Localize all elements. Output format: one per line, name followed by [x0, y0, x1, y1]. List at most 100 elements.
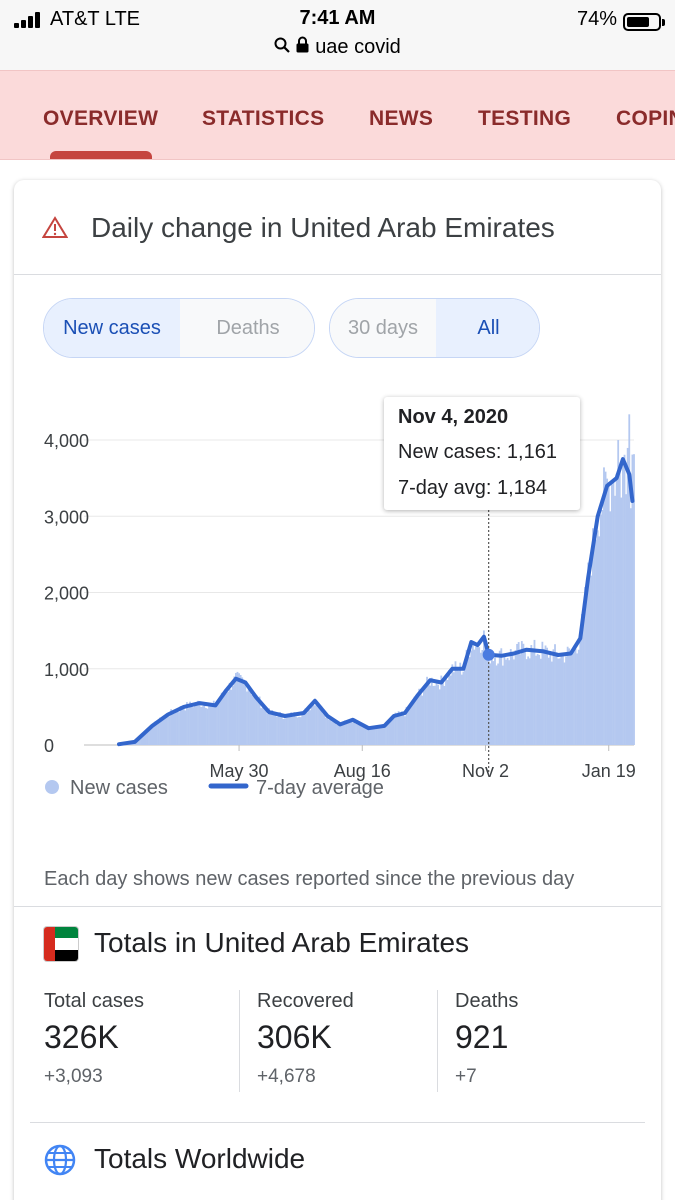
tab-overview[interactable]: OVERVIEW — [43, 107, 159, 130]
daily-case-bar — [530, 645, 533, 745]
daily-case-bar — [509, 648, 512, 745]
daily-case-bar — [233, 676, 236, 745]
deaths-toggle[interactable]: Deaths — [180, 299, 314, 357]
daily-case-bar — [614, 495, 616, 745]
daily-case-bar — [571, 650, 574, 745]
daily-case-bar — [383, 726, 386, 745]
daily-case-bar — [168, 716, 171, 745]
daily-case-bar — [411, 699, 414, 745]
daily-case-bar — [159, 717, 161, 745]
stat-separator — [239, 990, 240, 1092]
daily-case-bar — [601, 509, 604, 745]
warning-icon — [41, 216, 69, 243]
daily-case-bar — [364, 726, 367, 745]
daily-case-bar — [293, 712, 296, 745]
section-divider — [30, 1122, 645, 1123]
daily-case-bar — [386, 720, 389, 745]
address-bar[interactable]: uae covid — [0, 36, 675, 59]
daily-case-bar — [479, 652, 482, 745]
tab-testing[interactable]: TESTING — [478, 107, 572, 130]
x-tick-label: Nov 2 — [462, 761, 509, 781]
daily-case-bar — [283, 718, 286, 745]
new-cases-toggle[interactable]: New cases — [44, 299, 180, 357]
daily-case-bar — [490, 657, 493, 745]
daily-case-bar — [362, 725, 365, 745]
daily-case-bar — [408, 704, 411, 745]
daily-case-bar — [451, 664, 454, 745]
daily-case-bar — [377, 726, 379, 745]
daily-case-bar — [249, 690, 252, 745]
daily-case-bar — [445, 678, 447, 745]
daily-case-bar — [405, 706, 408, 745]
daily-case-bar — [389, 719, 392, 745]
daily-case-bar — [182, 708, 185, 745]
daily-case-bar — [618, 469, 621, 745]
daily-case-bar — [494, 657, 496, 745]
daily-case-bar — [200, 706, 203, 745]
daily-case-bar — [186, 702, 188, 745]
battery-icon — [623, 13, 665, 31]
daily-case-bar — [198, 701, 201, 745]
daily-case-bar — [544, 645, 547, 745]
daily-case-bar — [588, 569, 591, 745]
tab-statistics[interactable]: STATISTICS — [202, 107, 325, 130]
daily-case-bar — [392, 714, 395, 745]
daily-case-bar — [631, 454, 634, 745]
daily-case-bar — [574, 648, 577, 745]
daily-case-bar — [604, 471, 607, 745]
daily-case-bar — [250, 694, 253, 745]
daily-case-bar — [359, 725, 362, 745]
card-header: Daily change in United Arab Emirates — [14, 180, 661, 275]
daily-case-bar — [216, 703, 218, 745]
daily-case-bar — [399, 713, 402, 745]
daily-case-bar — [282, 718, 285, 745]
daily-case-bar — [592, 528, 594, 745]
daily-case-bar — [193, 703, 196, 745]
daily-case-bar — [456, 666, 458, 745]
daily-case-bar — [404, 716, 406, 745]
status-bar: AT&T LTE 7:41 AM 74% uae covid — [0, 0, 675, 70]
daily-case-bar — [197, 700, 199, 745]
daily-case-bar — [358, 724, 361, 745]
daily-case-bar — [487, 656, 490, 745]
daily-case-bar — [178, 712, 180, 745]
daily-case-bar — [446, 679, 449, 745]
daily-case-bar — [162, 718, 165, 745]
daily-case-bar — [258, 696, 261, 745]
daily-case-bar — [351, 722, 354, 745]
daily-case-bar — [503, 654, 506, 745]
daily-case-bar — [318, 708, 321, 745]
daily-case-bar — [222, 695, 225, 745]
daily-case-bar — [391, 716, 394, 745]
daily-case-bar — [201, 706, 204, 745]
daily-case-bar — [554, 644, 556, 745]
tab-news[interactable]: NEWS — [369, 107, 434, 130]
daily-case-bar — [595, 539, 597, 745]
daily-case-bar — [157, 721, 160, 745]
daily-case-bar — [154, 721, 157, 745]
tooltip-date: Nov 4, 2020 — [398, 406, 509, 428]
daily-case-bar — [400, 711, 403, 745]
daily-case-bar — [160, 721, 163, 745]
hover-point — [482, 648, 495, 661]
daily-case-bar — [380, 724, 383, 745]
daily-case-bar — [312, 702, 315, 745]
all-toggle[interactable]: All — [436, 299, 539, 357]
daily-case-bar — [361, 727, 364, 745]
tab-coping[interactable]: COPIN — [616, 107, 675, 130]
daily-case-bar — [328, 719, 331, 745]
daily-case-bar — [339, 724, 342, 745]
daily-case-bar — [471, 643, 474, 745]
daily-case-bar — [152, 722, 155, 745]
daily-case-bar — [410, 705, 413, 745]
daily-cases-chart[interactable]: 0 1,000 2,000 3,000 4,000 May 30 Aug 16 Nov 2 Ja… — [14, 380, 661, 820]
daily-case-bar — [513, 659, 515, 745]
daily-case-bar — [329, 718, 332, 745]
daily-case-bar — [208, 705, 210, 745]
30-days-toggle[interactable]: 30 days — [330, 299, 436, 357]
recovered-value: 306K — [257, 1019, 332, 1055]
daily-case-bar — [454, 661, 457, 745]
daily-case-bar — [206, 708, 209, 745]
carrier-label: AT&T LTE — [50, 8, 141, 30]
daily-case-bar — [340, 722, 343, 745]
